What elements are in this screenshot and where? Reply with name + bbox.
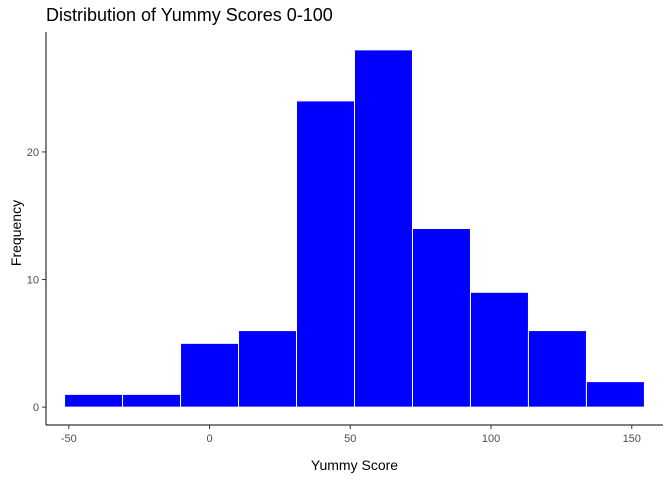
y-tick-label: 10 bbox=[27, 275, 39, 287]
histogram-bar bbox=[411, 228, 471, 408]
y-tick-label: 0 bbox=[33, 402, 39, 414]
histogram-bar bbox=[122, 393, 182, 408]
y-axis-ticks: 0 10 20 bbox=[27, 147, 46, 414]
histogram-bar bbox=[180, 342, 240, 408]
histogram-bar bbox=[354, 49, 413, 408]
x-axis-title: Yummy Score bbox=[311, 457, 398, 473]
x-tick-label: 100 bbox=[482, 433, 500, 445]
histogram-bar bbox=[527, 330, 587, 408]
x-tick-label: 0 bbox=[206, 433, 212, 445]
histogram-bar bbox=[585, 381, 645, 408]
x-axis-ticks: -50 0 50 100 150 bbox=[61, 425, 641, 445]
x-tick-label: -50 bbox=[61, 433, 77, 445]
y-tick-label: 20 bbox=[27, 147, 39, 159]
histogram-bar bbox=[238, 330, 298, 408]
plot-area: -50 0 50 100 150 0 10 20 bbox=[27, 32, 663, 445]
histogram-bar bbox=[296, 100, 355, 408]
x-tick-label: 150 bbox=[623, 433, 641, 445]
x-tick-label: 50 bbox=[344, 433, 356, 445]
histogram-bar bbox=[64, 393, 124, 408]
histogram-bars bbox=[64, 49, 645, 408]
histogram-bar bbox=[469, 291, 529, 408]
chart-title: Distribution of Yummy Scores 0-100 bbox=[46, 5, 333, 25]
y-axis-title: Frequency bbox=[8, 200, 24, 266]
